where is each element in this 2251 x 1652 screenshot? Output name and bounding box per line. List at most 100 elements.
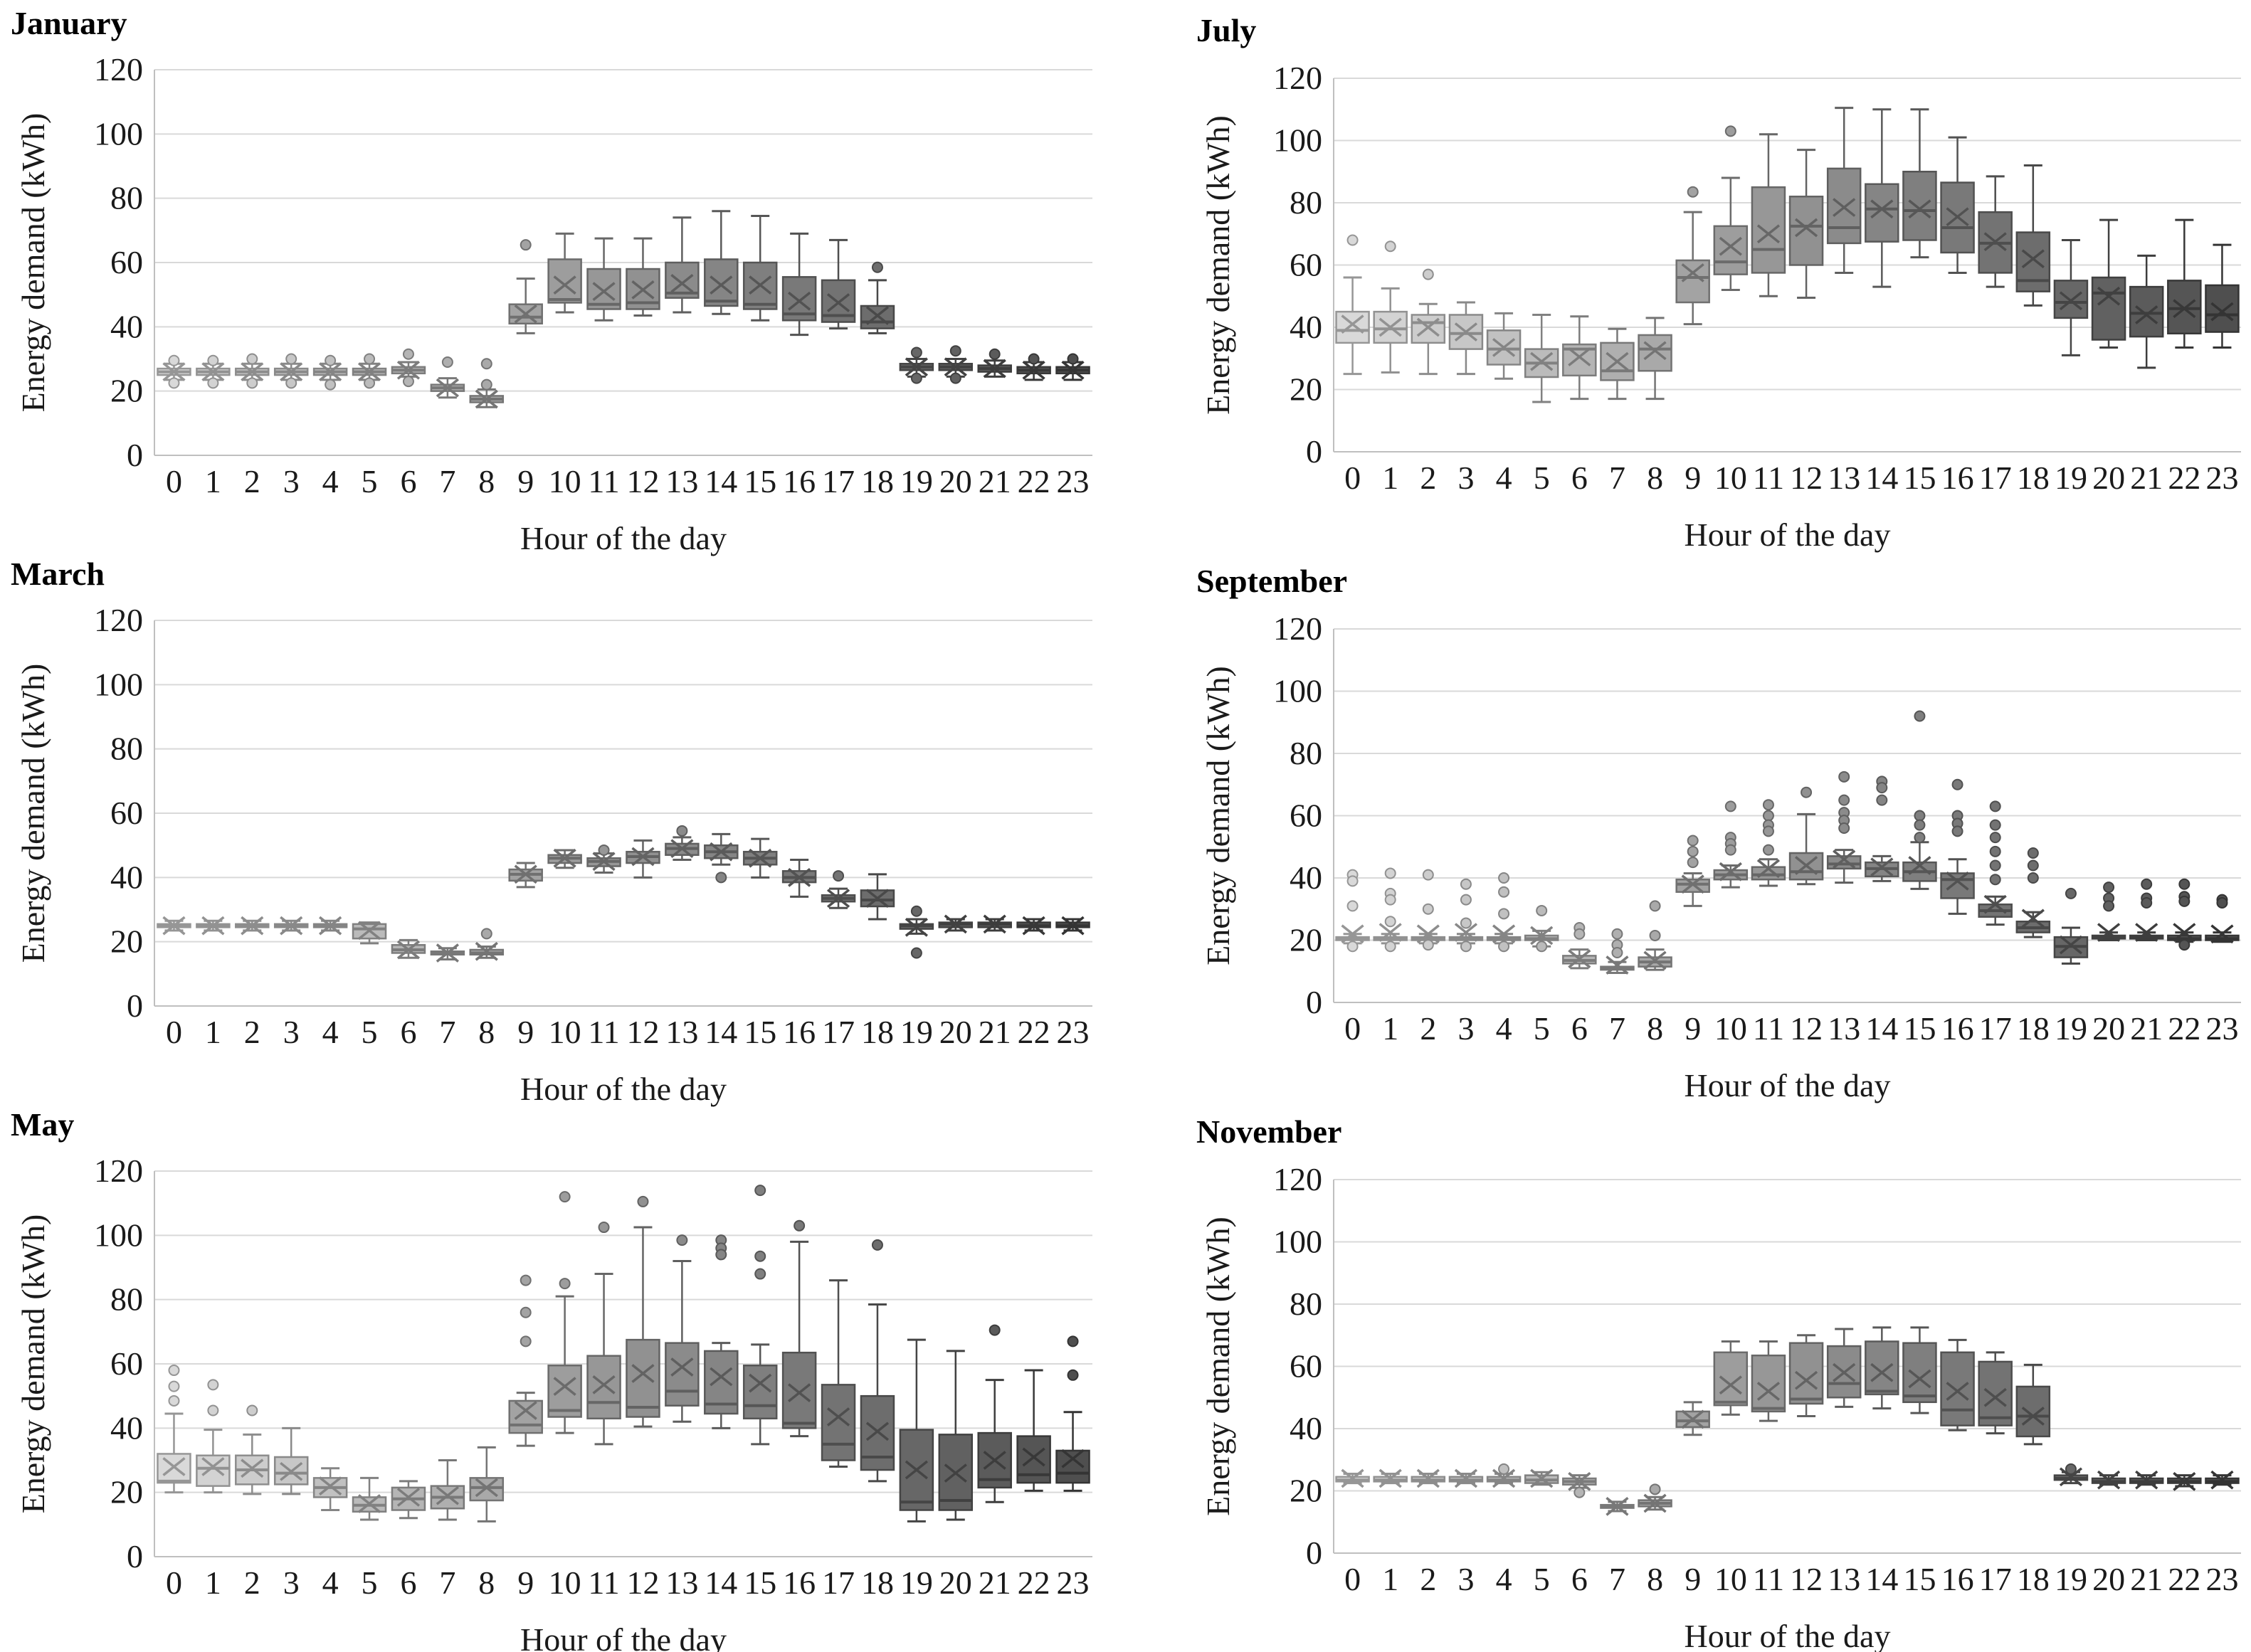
y-tick-label: 20 <box>1290 1473 1322 1509</box>
mean-x-marker <box>241 1458 264 1478</box>
iqr-box <box>508 1399 543 1434</box>
x-tick-label: 5 <box>1534 1561 1550 1597</box>
outlier-dot <box>1536 904 1548 916</box>
x-tick-label: 4 <box>322 463 339 499</box>
x-tick-label: 18 <box>2017 460 2050 496</box>
outlier-dot <box>2141 897 2153 909</box>
x-tick-label: 22 <box>1018 1014 1050 1050</box>
outlier-dot <box>285 353 297 365</box>
box-hour-8 <box>469 358 505 409</box>
x-tick-label: 7 <box>439 463 455 499</box>
mean-x-marker <box>1341 314 1364 334</box>
outlier-dot <box>402 348 414 360</box>
mean-x-marker <box>357 1494 381 1513</box>
outlier-dot <box>1460 878 1472 890</box>
iqr-box <box>1940 872 1975 899</box>
outlier-dot <box>1914 810 1926 822</box>
iqr-box <box>1788 196 1824 266</box>
mean-x-marker <box>1378 1468 1402 1488</box>
outlier-dot <box>1346 234 1359 246</box>
x-tick-label: 8 <box>478 1014 495 1050</box>
box-hour-2 <box>235 353 270 389</box>
outlier-dot <box>1067 353 1079 365</box>
outlier-dot <box>480 358 492 370</box>
outlier-dot <box>441 356 453 369</box>
x-tick-label: 7 <box>439 1564 455 1601</box>
box-hour-15 <box>742 215 778 322</box>
outlier-dot <box>1498 941 1510 953</box>
outlier-dot <box>2027 859 2039 872</box>
mean-x-marker <box>1606 1497 1629 1516</box>
mean-x-marker <box>670 839 694 859</box>
iqr-box <box>626 1338 660 1418</box>
outlier-dot <box>1384 894 1396 906</box>
y-tick-label: 100 <box>1273 673 1322 709</box>
y-tick-label: 20 <box>110 1474 143 1510</box>
box-hour-22 <box>2167 218 2202 349</box>
mean-x-marker <box>1530 1468 1554 1488</box>
outlier-dot <box>1951 778 1963 790</box>
y-tick-label: 100 <box>94 115 143 152</box>
y-tick-label: 80 <box>1290 735 1322 771</box>
x-axis-label: Hour of the day <box>1685 517 1891 553</box>
outlier-dot <box>949 345 961 357</box>
y-axis-ticks: 0 20 40 60 80 100 120 <box>94 602 143 1024</box>
x-tick-label: 16 <box>783 463 816 499</box>
mean-x-marker <box>1983 894 2007 914</box>
x-tick-label: 17 <box>1979 460 2012 496</box>
outlier-dot <box>754 1268 766 1280</box>
mean-x-marker <box>1908 856 1931 875</box>
mean-x-marker <box>1530 351 1554 371</box>
box-hour-1 <box>196 354 231 389</box>
outlier-dot <box>871 261 883 273</box>
box-hour-14 <box>1865 1326 1899 1410</box>
mean-x-marker <box>983 1451 1006 1470</box>
x-tick-label: 18 <box>861 463 894 499</box>
outlier-dot <box>1384 867 1396 879</box>
box-hour-16 <box>781 858 817 898</box>
outlier-dot <box>2065 887 2077 899</box>
box-hour-16 <box>1940 1338 1975 1431</box>
y-axis-ticks: 0 20 40 60 80 100 120 <box>1273 60 1322 470</box>
mean-x-marker <box>280 1461 303 1481</box>
box-hour-21 <box>977 1324 1012 1503</box>
x-tick-label: 17 <box>822 1564 855 1601</box>
x-tick-label: 6 <box>400 1014 416 1050</box>
y-tick-label: 120 <box>1273 610 1322 647</box>
outlier-dot <box>2027 847 2039 859</box>
box-hour-19 <box>899 346 934 384</box>
y-axis-ticks: 0 20 40 60 80 100 120 <box>94 51 143 473</box>
x-tick-label: 9 <box>1685 460 1701 496</box>
mean-x-marker <box>2059 935 2083 955</box>
box-hour-12 <box>626 839 660 879</box>
x-tick-label: 8 <box>478 463 495 499</box>
mean-x-marker <box>1378 317 1402 337</box>
box-hour-5 <box>1524 1468 1559 1488</box>
x-tick-label: 10 <box>549 1564 581 1601</box>
box-hour-8 <box>1638 1483 1672 1513</box>
x-tick-label: 21 <box>2130 460 2163 496</box>
iqr-box <box>1055 1449 1090 1484</box>
x-tick-label: 22 <box>2168 1561 2200 1597</box>
boxplot-series <box>1335 710 2240 975</box>
box-hour-7 <box>1600 1497 1635 1516</box>
outlier-dot <box>910 947 922 959</box>
mean-x-marker <box>357 362 381 381</box>
mean-x-marker <box>1908 199 1931 219</box>
y-tick-label: 120 <box>94 602 143 638</box>
outlier-dot <box>2178 939 2191 951</box>
boxplot-series <box>1335 1326 2240 1516</box>
x-tick-label: 23 <box>1057 1014 1090 1050</box>
box-hour-2 <box>235 916 270 936</box>
box-hour-7 <box>430 1459 465 1521</box>
box-hour-8 <box>469 1446 505 1523</box>
outlier-dot <box>1498 1463 1510 1475</box>
box-hour-10 <box>1713 800 1749 889</box>
mean-x-marker <box>1341 1468 1364 1488</box>
box-hour-13 <box>1826 771 1862 884</box>
outlier-dot <box>1838 794 1850 806</box>
box-hour-3 <box>273 353 309 389</box>
box-hour-11 <box>586 1222 621 1446</box>
box-hour-22 <box>1016 916 1051 936</box>
